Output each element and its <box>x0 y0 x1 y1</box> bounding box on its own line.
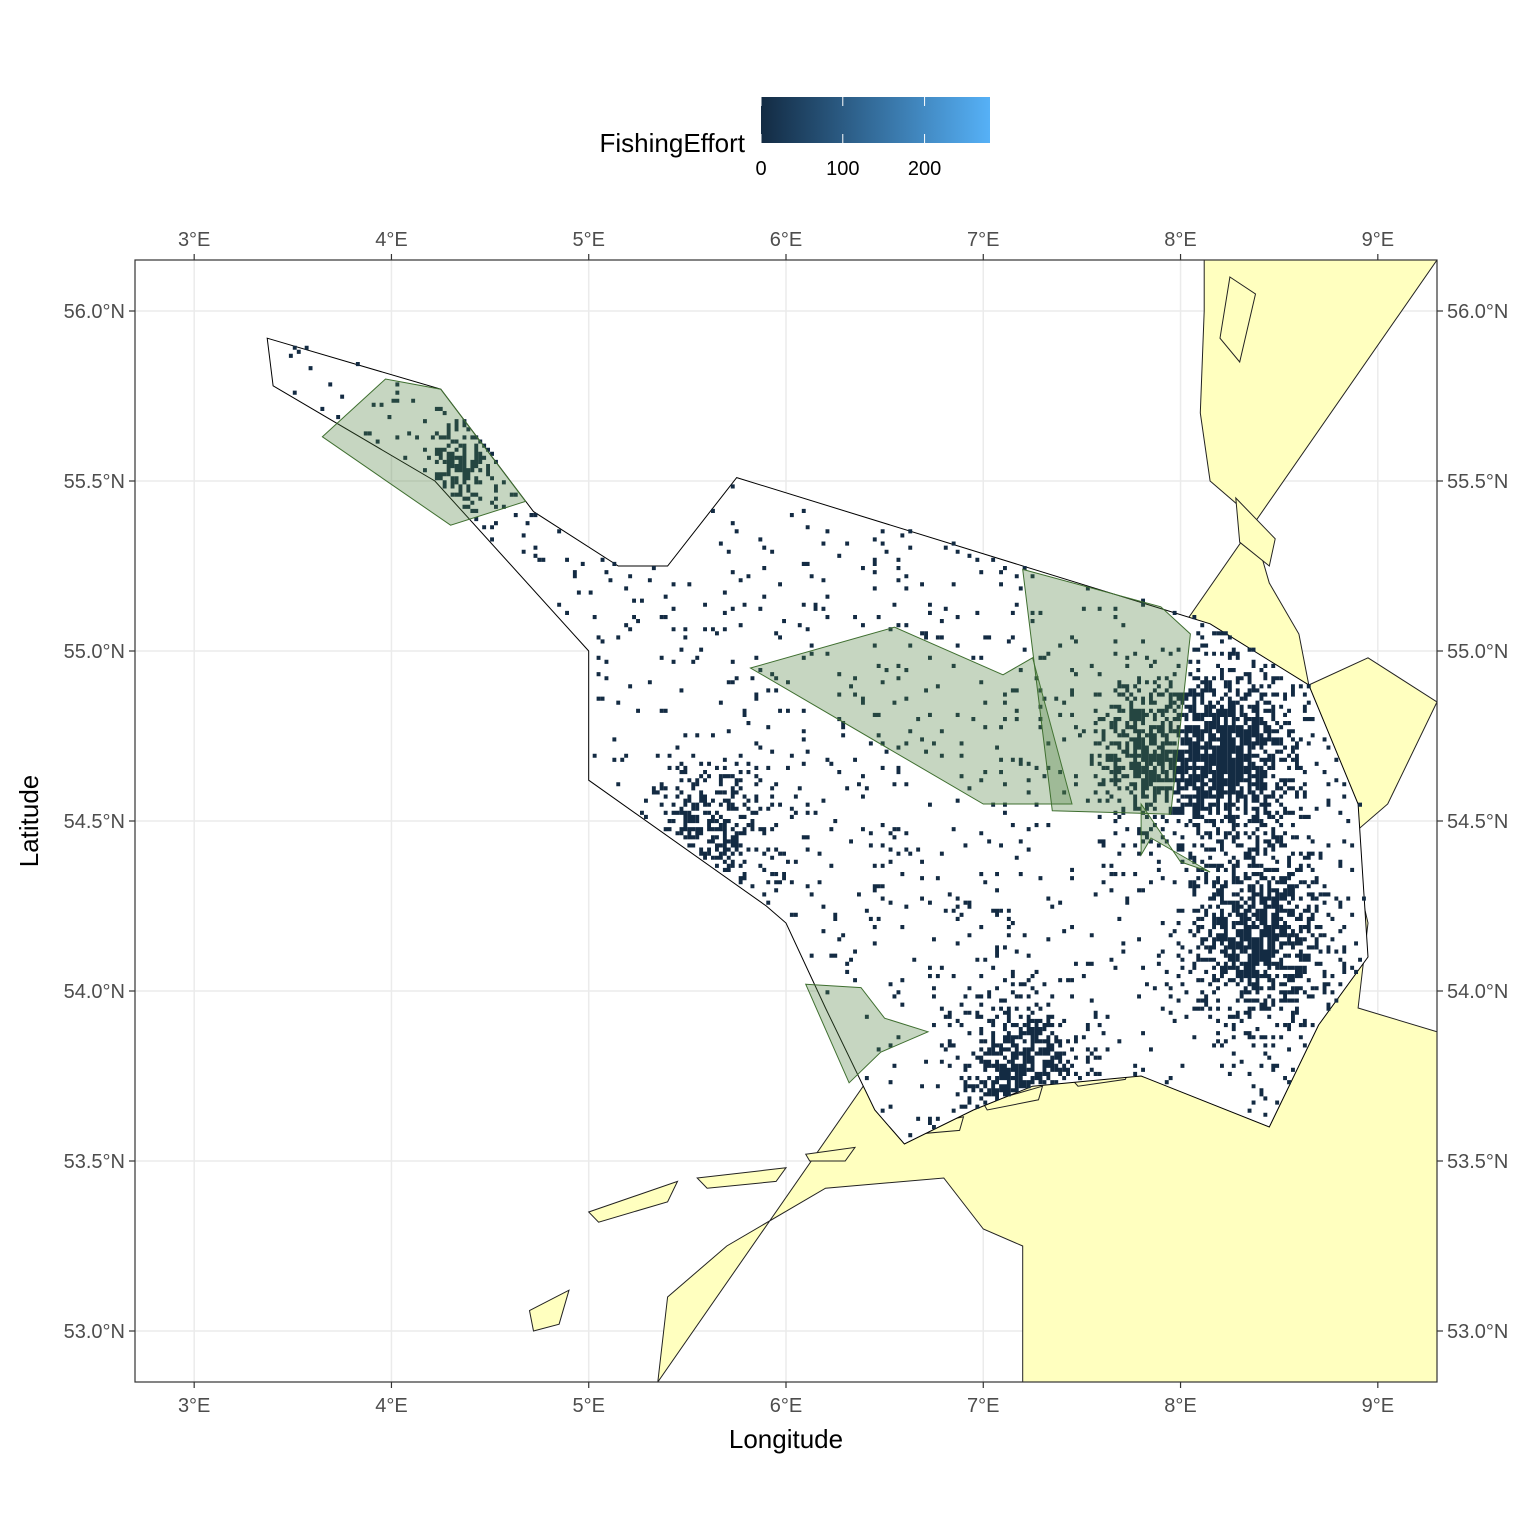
land-island <box>804 1146 857 1162</box>
x-tick-label: 8°E <box>1164 1395 1196 1417</box>
legend: FishingEffort 0 100 200 <box>600 97 990 180</box>
axes: 3°E 3°E 4°E 4°E 5°E 5°E 6°E 6°E 7°E 7°E 8°E 8°E 9°E 9… <box>64 229 1509 1417</box>
x-tick-label-top: 7°E <box>967 229 999 251</box>
y-tick-label: 56.0°N <box>64 301 125 323</box>
protected-area <box>749 626 1073 805</box>
y-tick-label-right: 54.5°N <box>1447 811 1508 833</box>
legend-colorbar <box>761 97 990 143</box>
x-tick-label-top: 3°E <box>178 229 210 251</box>
legend-tick-label: 100 <box>826 158 859 180</box>
y-tick-label-right: 53.5°N <box>1447 1151 1508 1173</box>
study-area-layer <box>266 337 1369 1145</box>
x-tick-label-top: 8°E <box>1164 229 1196 251</box>
x-tick-label: 4°E <box>375 1395 407 1417</box>
x-tick-label-top: 4°E <box>375 229 407 251</box>
x-tick-label: 6°E <box>770 1395 802 1417</box>
x-axis-title: Longitude <box>729 1424 843 1454</box>
land-island <box>1235 496 1276 567</box>
x-tick-label: 3°E <box>178 1395 210 1417</box>
protected-area <box>1140 802 1211 873</box>
protected-area <box>804 983 930 1084</box>
land-island <box>696 1167 788 1189</box>
x-tick-label: 9°E <box>1362 1395 1394 1417</box>
x-tick-label: 7°E <box>967 1395 999 1417</box>
fishing-effort-cells <box>288 345 1366 1138</box>
y-tick-label: 54.0°N <box>64 981 125 1003</box>
y-tick-label-right: 53.0°N <box>1447 1321 1508 1343</box>
land-island <box>528 1289 570 1332</box>
y-tick-label: 55.0°N <box>64 641 125 663</box>
study-area-boundary <box>266 337 1369 1145</box>
land-island <box>982 1085 1044 1111</box>
protected-area <box>321 378 527 526</box>
y-tick-label: 55.5°N <box>64 471 125 493</box>
x-tick-label: 5°E <box>572 1395 604 1417</box>
y-axis-title: Latitude <box>14 775 44 868</box>
fishing-effort-layer <box>288 345 1366 1138</box>
x-tick-label-top: 9°E <box>1362 229 1394 251</box>
y-tick-label-right: 55.5°N <box>1447 471 1508 493</box>
y-tick-label: 53.0°N <box>64 1321 125 1343</box>
y-tick-label-right: 55.0°N <box>1447 641 1508 663</box>
land-island <box>587 1180 679 1223</box>
protected-areas-layer <box>321 378 1211 1084</box>
land-island <box>1219 276 1257 364</box>
legend-tick-label: 200 <box>908 158 941 180</box>
y-tick-label-right: 54.0°N <box>1447 981 1508 1003</box>
x-tick-label-top: 5°E <box>572 229 604 251</box>
x-tick-label-top: 6°E <box>770 229 802 251</box>
legend-tick-label: 0 <box>755 158 766 180</box>
y-tick-label: 54.5°N <box>64 811 125 833</box>
y-tick-label-right: 56.0°N <box>1447 301 1508 323</box>
protected-area <box>1022 568 1191 815</box>
legend-title: FishingEffort <box>600 128 746 158</box>
y-tick-label: 53.5°N <box>64 1151 125 1173</box>
